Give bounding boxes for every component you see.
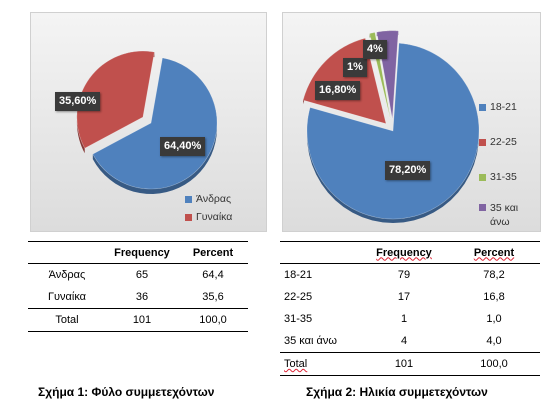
data-label-22-25: 16,80% xyxy=(315,81,361,100)
figure-1-caption: Σχήμα 1: Φύλο συμμετεχόντων xyxy=(38,385,215,399)
row-label: 22-25 xyxy=(284,291,313,303)
figure-2-caption: Σχήμα 2: Ηλικία συμμετεχόντων xyxy=(306,385,488,399)
legend-label-18-21: 18-21 xyxy=(490,101,517,113)
legend-swatch-18-21 xyxy=(479,104,486,111)
age-frequency-table: Frequency Percent 18-21 79 78,2 22-25 17… xyxy=(280,241,540,376)
table-row: 22-25 17 16,8 xyxy=(280,286,540,308)
table-row: 18-21 79 78,2 xyxy=(280,264,540,287)
legend-swatch-22-25 xyxy=(479,139,486,146)
table-header-blank xyxy=(28,242,106,264)
row-percent: 1,0 xyxy=(486,313,502,325)
gender-frequency-table: Frequency Percent Άνδρας 65 64,4 Γυναίκα… xyxy=(28,241,248,332)
table-row: Άνδρας 65 64,4 xyxy=(28,264,248,287)
table-row: 35 και άνω 4 4,0 xyxy=(280,330,540,353)
male-slice xyxy=(92,57,218,190)
table-row: Γυναίκα 36 35,6 xyxy=(28,286,248,309)
row-label: 18-21 xyxy=(284,269,313,281)
gender-legend: Άνδρας Γυναίκα xyxy=(185,193,232,229)
table-header-frequency: Frequency xyxy=(114,246,170,259)
table-header-blank xyxy=(280,242,360,264)
data-label-female: 35,60% xyxy=(55,92,101,111)
table-header-percent: Percent xyxy=(473,246,515,259)
row-label: Άνδρας xyxy=(48,269,86,281)
legend-item-31-35: 31-35 xyxy=(479,171,537,183)
table-header-frequency: Frequency xyxy=(376,246,432,259)
row-percent: 16,8 xyxy=(483,291,505,303)
total-label: Total xyxy=(284,358,308,370)
legend-label-22-25: 22-25 xyxy=(490,136,517,148)
legend-swatch-35-plus xyxy=(479,204,486,211)
row-percent: 4,0 xyxy=(486,335,502,347)
female-slice xyxy=(76,50,155,149)
gender-pie-chart: 64,40% 35,60% Άνδρας Γυναίκα xyxy=(30,12,267,232)
row-frequency: 65 xyxy=(135,269,149,281)
row-label: Γυναίκα xyxy=(47,291,87,303)
total-frequency: 101 xyxy=(132,314,152,326)
legend-item-male: Άνδρας xyxy=(185,193,232,205)
legend-item-18-21: 18-21 xyxy=(479,101,537,113)
legend-label-31-35: 31-35 xyxy=(490,171,517,183)
row-frequency: 1 xyxy=(400,313,408,325)
row-frequency: 17 xyxy=(397,291,411,303)
table-total-row: Total 101 100,0 xyxy=(280,352,540,376)
table-row: 31-35 1 1,0 xyxy=(280,308,540,330)
age-pie-chart: 78,20% 16,80% 1% 4% 18-21 22-25 31-35 35… xyxy=(282,12,541,232)
legend-swatch-male xyxy=(185,196,192,203)
data-label-31-35: 1% xyxy=(343,58,367,77)
legend-label-male: Άνδρας xyxy=(196,193,232,205)
row-label: 35 και άνω xyxy=(284,335,337,347)
age-18-21-slice xyxy=(306,42,480,220)
legend-item-female: Γυναίκα xyxy=(185,211,232,223)
table-header-row: Frequency Percent xyxy=(28,242,248,264)
row-label: 31-35 xyxy=(284,313,313,325)
total-percent: 100,0 xyxy=(199,314,227,326)
gender-pie-svg xyxy=(76,50,218,194)
table-header-percent: Percent xyxy=(192,246,234,259)
row-frequency: 79 xyxy=(397,269,411,281)
data-label-35-plus: 4% xyxy=(363,40,387,59)
row-percent: 35,6 xyxy=(202,291,224,303)
legend-swatch-female xyxy=(185,214,192,221)
age-legend: 18-21 22-25 31-35 35 και άνω xyxy=(479,101,537,235)
row-frequency: 36 xyxy=(135,291,149,303)
total-label: Total xyxy=(55,314,79,326)
legend-item-35-plus: 35 και άνω xyxy=(479,201,537,229)
legend-item-22-25: 22-25 xyxy=(479,136,537,148)
row-percent: 78,2 xyxy=(483,269,505,281)
table-total-row: Total 101 100,0 xyxy=(28,308,248,332)
row-frequency: 4 xyxy=(400,335,408,347)
legend-swatch-31-35 xyxy=(479,174,486,181)
total-percent: 100,0 xyxy=(480,358,508,370)
legend-label-female: Γυναίκα xyxy=(196,211,233,223)
data-label-male: 64,40% xyxy=(160,137,206,156)
data-label-18-21: 78,20% xyxy=(385,161,431,180)
total-frequency: 101 xyxy=(394,358,414,370)
legend-label-35-plus: 35 και άνω xyxy=(490,202,519,228)
table-header-row: Frequency Percent xyxy=(280,242,540,264)
row-percent: 64,4 xyxy=(202,269,224,281)
